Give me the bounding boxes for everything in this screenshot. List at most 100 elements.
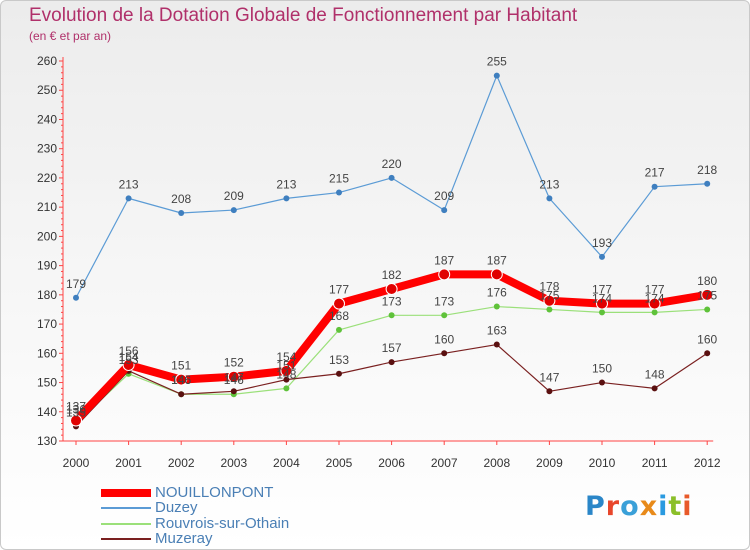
series-nouillonpont	[70, 268, 714, 427]
data-label-rouvrois-sur-othain: 168	[329, 309, 349, 323]
legend-swatch	[101, 523, 151, 525]
data-point-duzey	[599, 253, 605, 260]
data-label-muzeray: 151	[276, 359, 296, 373]
data-point-muzeray	[336, 370, 342, 377]
data-label-muzeray: 153	[329, 353, 349, 367]
y-tick-label: 170	[37, 317, 57, 331]
data-point-muzeray	[704, 350, 711, 357]
data-label-muzeray: 135	[66, 405, 86, 419]
data-point-nouillonpont	[333, 297, 345, 310]
x-tick-label: 2000	[63, 456, 90, 470]
data-point-muzeray	[493, 341, 500, 348]
data-label-nouillonpont: 180	[697, 274, 717, 288]
data-label-muzeray: 160	[697, 332, 717, 346]
legend-item: Muzeray	[101, 531, 401, 547]
data-label-nouillonpont: 187	[434, 253, 454, 267]
data-point-nouillonpont	[175, 373, 188, 386]
data-point-muzeray	[651, 385, 658, 392]
data-point-muzeray	[546, 388, 553, 395]
data-point-rouvrois-sur-othain	[336, 326, 342, 333]
data-point-duzey	[230, 207, 237, 214]
chart-subtitle: (en € et par an)	[29, 29, 112, 43]
y-tick-label: 160	[37, 346, 57, 360]
data-point-rouvrois-sur-othain	[651, 309, 658, 316]
data-label-duzey: 255	[487, 55, 507, 69]
data-labels-layer: 179 213 208 209 213 215 220 209 255 213 193 217 218 1…	[66, 55, 718, 420]
legend-item: NOUILLONPONT	[101, 485, 401, 501]
data-point-duzey	[651, 183, 658, 190]
logo-letter: r	[605, 491, 621, 522]
data-point-duzey	[493, 72, 500, 79]
data-point-nouillonpont	[648, 297, 661, 310]
data-point-duzey	[546, 195, 553, 202]
data-label-rouvrois-sur-othain: 174	[592, 291, 612, 305]
data-point-nouillonpont	[385, 283, 398, 295]
data-label-muzeray: 147	[224, 370, 244, 384]
data-label-duzey: 213	[539, 177, 559, 191]
y-tick-label: 260	[37, 54, 57, 68]
proxiti-logo: Proxiti	[585, 491, 693, 522]
data-point-muzeray	[441, 350, 448, 357]
x-tick-label: 2012	[694, 456, 721, 470]
data-label-nouillonpont: 182	[382, 268, 402, 282]
x-tick-label: 2003	[220, 456, 247, 470]
data-point-duzey	[336, 189, 342, 196]
data-point-duzey	[178, 210, 185, 216]
legend-label: NOUILLONPONT	[155, 484, 274, 501]
legend-swatch	[101, 489, 151, 497]
data-label-rouvrois-sur-othain: 173	[434, 294, 454, 308]
data-point-nouillonpont	[596, 297, 608, 310]
x-tick-label: 2007	[431, 456, 458, 470]
chart-title: Evolution de la Dotation Globale de Fonc…	[29, 5, 578, 26]
logo-letter: t	[668, 491, 683, 522]
data-label-nouillonpont: 156	[119, 344, 139, 358]
x-tick-label: 2010	[589, 456, 616, 470]
data-label-duzey: 209	[434, 189, 454, 203]
chart-axes: 130 140 150 160 170 180 190 200 210 220 230 240 250 2…	[37, 54, 721, 470]
data-point-nouillonpont	[122, 359, 135, 371]
data-label-rouvrois-sur-othain: 173	[382, 294, 402, 308]
data-point-muzeray	[388, 359, 395, 366]
data-point-duzey	[441, 207, 448, 214]
data-label-muzeray: 157	[382, 341, 402, 355]
y-tick-label: 140	[37, 405, 57, 419]
y-tick-label: 250	[37, 83, 57, 97]
data-point-nouillonpont	[701, 288, 714, 301]
data-point-duzey	[704, 180, 711, 187]
y-tick-label: 210	[37, 200, 57, 214]
data-point-nouillonpont	[543, 294, 556, 307]
data-label-muzeray: 154	[119, 350, 139, 364]
data-point-rouvrois-sur-othain	[599, 309, 605, 316]
legend-item: Rouvrois-sur-Othain	[101, 516, 401, 532]
data-label-nouillonpont: 151	[171, 359, 191, 373]
logo-letter: o	[620, 491, 640, 522]
data-label-rouvrois-sur-othain: 175	[697, 288, 717, 302]
data-point-nouillonpont	[280, 364, 293, 377]
series-line-duzey	[75, 75, 708, 299]
series-duzey	[73, 72, 711, 301]
data-point-rouvrois-sur-othain	[388, 312, 395, 319]
series-layer	[70, 72, 714, 430]
data-point-nouillonpont	[227, 370, 240, 383]
data-label-duzey: 217	[645, 166, 665, 180]
x-tick-label: 2002	[168, 456, 195, 470]
data-point-nouillonpont	[490, 268, 503, 281]
data-point-muzeray	[599, 379, 605, 386]
data-label-rouvrois-sur-othain: 146	[171, 373, 191, 387]
data-label-rouvrois-sur-othain: 176	[487, 286, 507, 300]
data-point-duzey	[125, 195, 132, 202]
data-label-duzey: 179	[66, 277, 86, 291]
data-label-muzeray: 146	[171, 373, 191, 387]
data-point-rouvrois-sur-othain	[546, 306, 553, 313]
data-point-nouillonpont	[70, 414, 82, 427]
data-label-duzey: 220	[382, 157, 402, 171]
data-point-muzeray	[230, 388, 237, 395]
data-label-muzeray: 147	[539, 370, 559, 384]
data-point-muzeray	[178, 391, 185, 398]
logo-letter: P	[585, 491, 606, 522]
y-tick-label: 200	[37, 229, 57, 243]
legend-label: Duzey	[155, 499, 198, 516]
data-label-muzeray: 150	[592, 362, 612, 376]
data-label-nouillonpont: 177	[329, 283, 349, 297]
